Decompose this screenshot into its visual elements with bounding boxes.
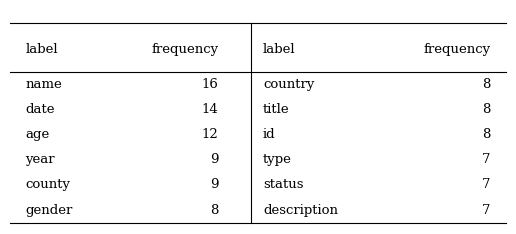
Text: title: title [263,103,289,116]
Text: 8: 8 [482,78,491,91]
Text: 9: 9 [210,153,218,166]
Text: 7: 7 [482,204,491,216]
Text: 9: 9 [210,179,218,191]
Text: 7: 7 [482,153,491,166]
Text: 16: 16 [201,78,218,91]
Text: 12: 12 [202,128,218,141]
Text: type: type [263,153,292,166]
Text: 14: 14 [202,103,218,116]
Text: frequency: frequency [424,43,491,56]
Text: label: label [25,43,58,56]
Text: country: country [263,78,314,91]
Text: id: id [263,128,276,141]
Text: date: date [25,103,55,116]
Text: frequency: frequency [151,43,218,56]
Text: description: description [263,204,338,216]
Text: year: year [25,153,55,166]
Text: gender: gender [25,204,73,216]
Text: label: label [263,43,296,56]
Text: 8: 8 [210,204,218,216]
Text: status: status [263,179,303,191]
Text: 8: 8 [482,103,491,116]
Text: 7: 7 [482,179,491,191]
Text: name: name [25,78,62,91]
Text: county: county [25,179,70,191]
Text: 8: 8 [482,128,491,141]
Text: age: age [25,128,50,141]
